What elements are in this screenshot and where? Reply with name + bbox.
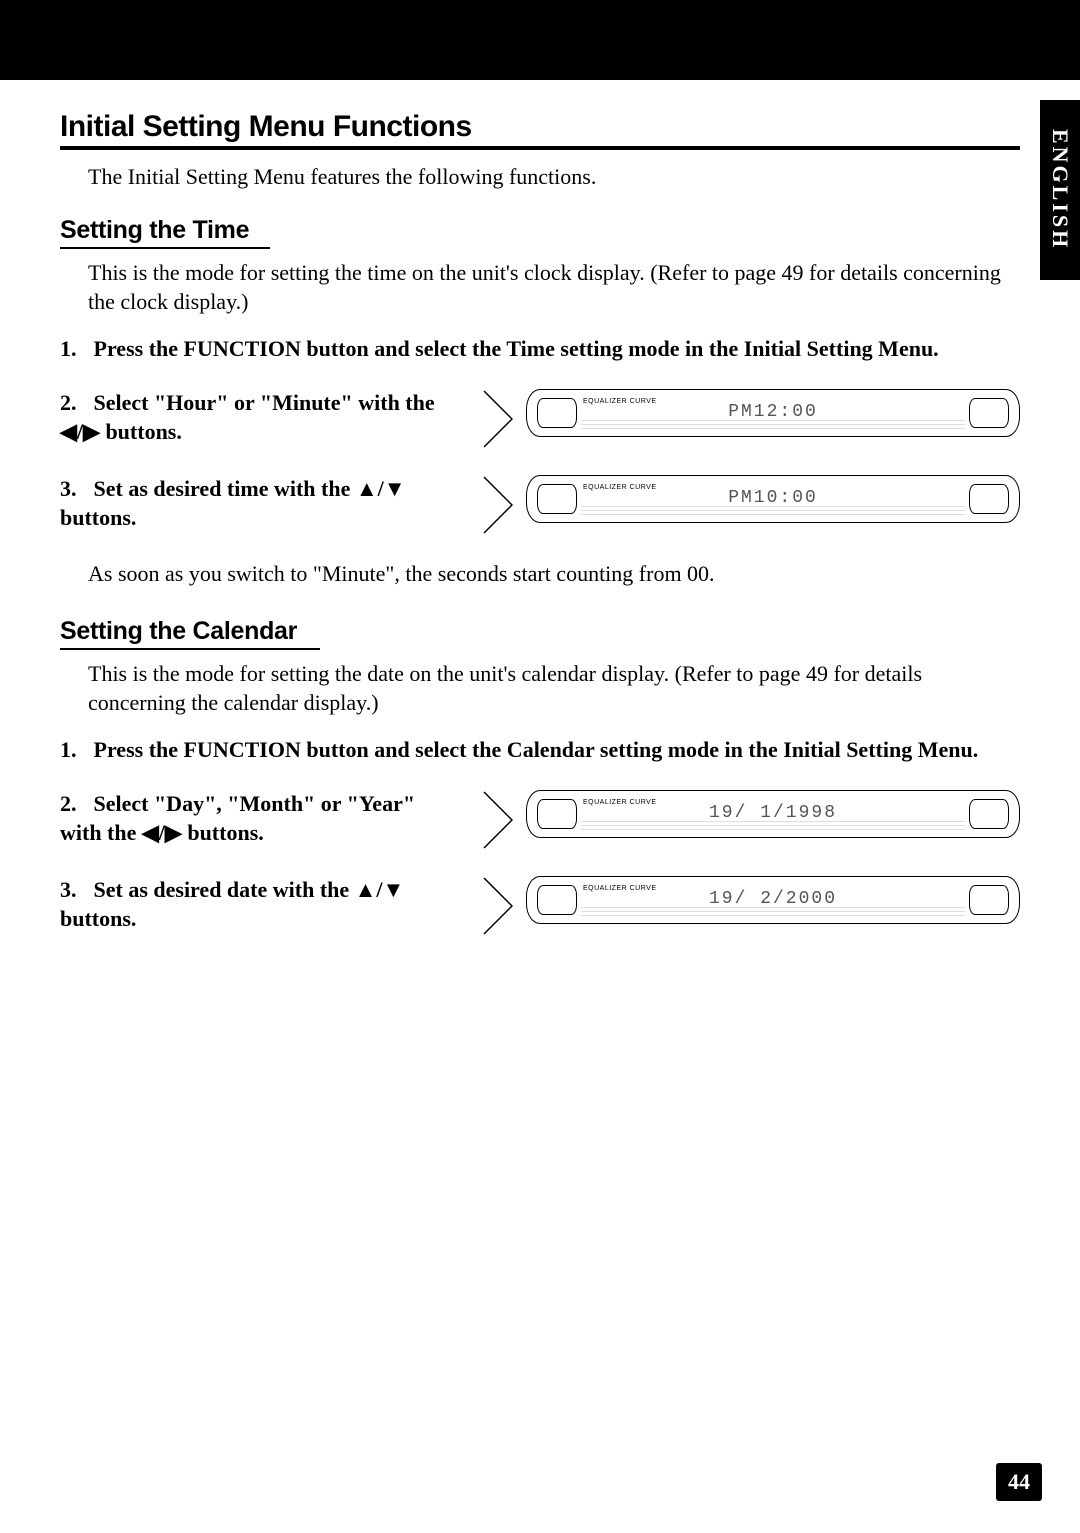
step-text: Select "Hour" or "Minute" with the ◀/▶ b…: [60, 390, 435, 444]
panel-label: EQUALIZER CURVE: [583, 484, 657, 491]
pointer-icon: [480, 389, 516, 451]
calendar-desc: This is the mode for setting the date on…: [88, 660, 1020, 717]
page-content: Initial Setting Menu Functions The Initi…: [0, 80, 1080, 938]
h1-rule: [60, 146, 1020, 150]
h1-wrap: Initial Setting Menu Functions: [60, 110, 1020, 150]
panel-label: EQUALIZER CURVE: [583, 799, 657, 806]
time-step-2: 2. Select "Hour" or "Minute" with the ◀/…: [60, 389, 1020, 451]
device-panel: EQUALIZER CURVE 19/ 1/1998: [526, 790, 1020, 838]
calendar-step-3: 3. Set as desired date with the ▲/▼ butt…: [60, 876, 1020, 938]
panel-label: EQUALIZER CURVE: [583, 885, 657, 892]
panel-label: EQUALIZER CURVE: [583, 398, 657, 405]
step-number: 1.: [60, 334, 88, 363]
step-text: Set as desired date with the ▲/▼ buttons…: [60, 877, 404, 931]
device-panel: EQUALIZER CURVE 19/ 2/2000: [526, 876, 1020, 924]
intro-text: The Initial Setting Menu features the fo…: [88, 164, 1020, 190]
calendar-heading-rule: [60, 648, 320, 650]
step-text: Press the FUNCTION button and select the…: [94, 336, 939, 361]
page-title: Initial Setting Menu Functions: [60, 110, 1020, 144]
step-number: 3.: [60, 475, 88, 504]
time-step-1: 1. Press the FUNCTION button and select …: [60, 334, 1020, 363]
pointer-icon: [480, 876, 516, 938]
time-heading-rule: [60, 247, 270, 249]
time-step-3: 3. Set as desired time with the ▲/▼ butt…: [60, 475, 1020, 537]
panel-display: 19/ 1/1998: [709, 803, 837, 823]
step-text: Set as desired time with the ▲/▼ buttons…: [60, 476, 406, 530]
device-panel: EQUALIZER CURVE PM10:00: [526, 475, 1020, 523]
page-number-badge: 44: [996, 1463, 1042, 1501]
time-heading: Setting the Time: [60, 216, 1020, 245]
calendar-step-1: 1. Press the FUNCTION button and select …: [60, 735, 1020, 764]
panel-display: PM12:00: [728, 402, 818, 422]
step-text-col: 2. Select "Hour" or "Minute" with the ◀/…: [60, 389, 460, 446]
device-panel: EQUALIZER CURVE PM12:00: [526, 389, 1020, 437]
step-text-col: 3. Set as desired time with the ▲/▼ butt…: [60, 475, 460, 532]
step-number: 2.: [60, 389, 88, 418]
step-number: 2.: [60, 790, 88, 819]
pointer-icon: [480, 475, 516, 537]
step-text: Press the FUNCTION button and select the…: [94, 737, 979, 762]
panel-display: 19/ 2/2000: [709, 889, 837, 909]
step-diagram: EQUALIZER CURVE 19/ 1/1998: [480, 790, 1020, 852]
calendar-step-2: 2. Select "Day", "Month" or "Year" with …: [60, 790, 1020, 852]
step-diagram: EQUALIZER CURVE 19/ 2/2000: [480, 876, 1020, 938]
step-text: Select "Day", "Month" or "Year" with the…: [60, 791, 415, 845]
step-number: 1.: [60, 735, 88, 764]
step-text-col: 3. Set as desired date with the ▲/▼ butt…: [60, 876, 460, 933]
panel-display: PM10:00: [728, 488, 818, 508]
step-diagram: EQUALIZER CURVE PM12:00: [480, 389, 1020, 451]
time-desc: This is the mode for setting the time on…: [88, 259, 1020, 316]
pointer-icon: [480, 790, 516, 852]
step-number: 3.: [60, 876, 88, 905]
step-text-col: 2. Select "Day", "Month" or "Year" with …: [60, 790, 460, 847]
top-black-bar: [0, 0, 1080, 80]
time-note: As soon as you switch to "Minute", the s…: [88, 561, 1020, 587]
calendar-heading: Setting the Calendar: [60, 617, 1020, 646]
step-diagram: EQUALIZER CURVE PM10:00: [480, 475, 1020, 537]
